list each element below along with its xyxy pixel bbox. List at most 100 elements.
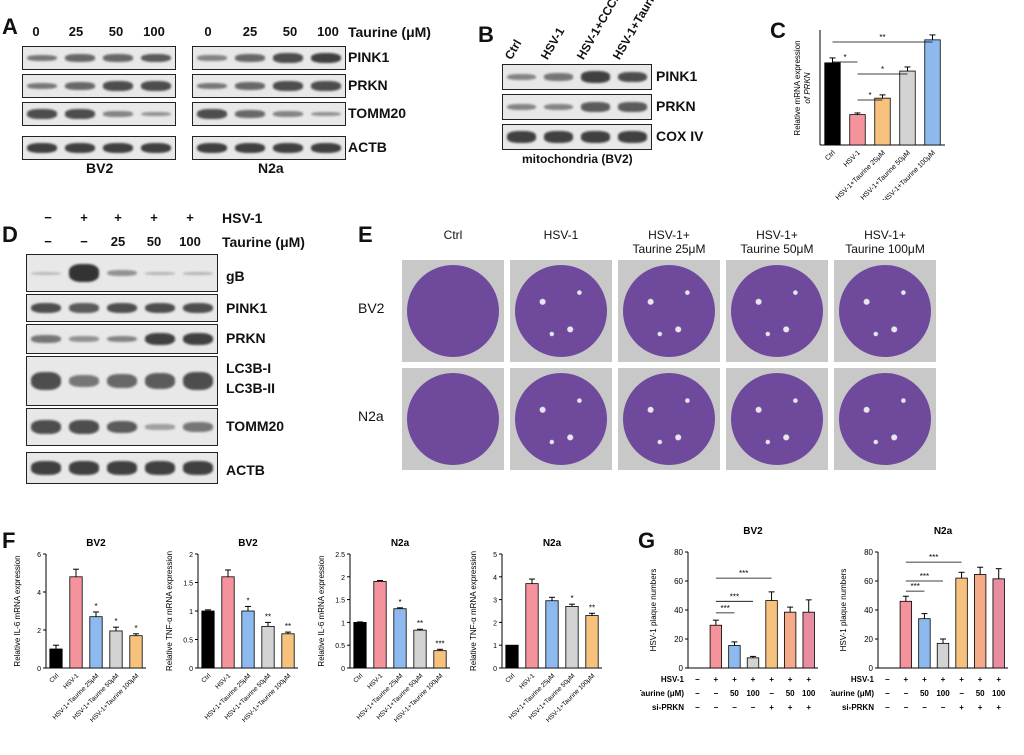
blot-band xyxy=(65,54,95,62)
plaque-well-tile xyxy=(618,368,720,470)
condition-value: − xyxy=(959,689,964,698)
significance-mark: *** xyxy=(435,639,444,648)
blot-band xyxy=(581,71,610,83)
condition-value: + xyxy=(904,675,909,684)
blot-band xyxy=(141,142,171,154)
blot-band xyxy=(103,54,133,62)
condition-value: + xyxy=(922,675,927,684)
caption-b: mitochondria (BV2) xyxy=(522,152,633,166)
blot-a-n2a-prkn xyxy=(192,74,346,98)
protein-label-d: LC3B-II xyxy=(226,380,275,396)
y-tick-label: 0 xyxy=(189,666,193,673)
bar xyxy=(802,611,815,669)
blot-band xyxy=(31,335,61,343)
plaque-well-tile xyxy=(726,368,828,470)
bar xyxy=(955,577,968,669)
bar xyxy=(49,648,63,669)
blot-d-4 xyxy=(26,408,218,446)
protein-label: PRKN xyxy=(348,77,388,93)
y-tick-label: 4 xyxy=(493,575,497,582)
taurine-dose: 100 xyxy=(179,234,201,249)
y-axis-label: Relative TNF-α mRNA expression xyxy=(469,551,478,671)
significance-mark: *** xyxy=(920,572,929,581)
x-tick-label: Ctrl xyxy=(504,672,516,684)
protein-label: ACTB xyxy=(348,139,387,155)
cell-label-bv2: BV2 xyxy=(86,160,114,176)
plaque-well-tile xyxy=(834,368,936,470)
panel-a-label: A xyxy=(2,14,18,39)
bar xyxy=(746,657,760,669)
bar xyxy=(89,616,103,669)
protein-label-b: PRKN xyxy=(656,98,696,114)
column-header-e: HSV-1 xyxy=(543,228,579,242)
bar xyxy=(783,611,797,669)
bar xyxy=(728,645,741,669)
y-tick-label: 2 xyxy=(189,552,193,559)
y-tick-label: 60 xyxy=(674,577,683,586)
condition-row-label: si-PRKN xyxy=(652,703,684,712)
y-tick-label: 60 xyxy=(864,577,873,586)
bar xyxy=(899,600,913,669)
blot-d-3 xyxy=(26,356,218,406)
x-tick-label: Ctrl xyxy=(352,672,364,684)
dose-label-bv2: 0 xyxy=(32,24,40,39)
condition-value: − xyxy=(904,703,909,712)
plaque-well-tile xyxy=(510,368,612,470)
significance-mark: ** xyxy=(589,603,595,612)
y-tick-label: 2 xyxy=(341,575,345,582)
hsv-sign: + xyxy=(150,210,158,225)
x-tick-label: Ctrl xyxy=(48,672,60,684)
condition-value: − xyxy=(922,703,927,712)
blot-band xyxy=(69,303,99,313)
condition-row-label: Taurine (μM) xyxy=(830,689,874,698)
condition-value: − xyxy=(885,689,890,698)
blot-band xyxy=(145,302,175,314)
condition-value: + xyxy=(769,703,774,712)
panel-c-label: C xyxy=(770,18,786,43)
significance-mark: * xyxy=(134,624,137,633)
condition-value: − xyxy=(732,703,737,712)
significance-mark: *** xyxy=(929,553,938,562)
chart-title: BV2 xyxy=(743,526,763,537)
y-tick-label: 5 xyxy=(493,552,497,559)
dose-label-bv2: 25 xyxy=(68,24,84,39)
condition-value: + xyxy=(978,675,983,684)
column-header-e: HSV-1+ xyxy=(864,228,906,242)
y-tick-label: 20 xyxy=(674,635,683,644)
taurine-header: Taurine (μM) xyxy=(348,24,431,40)
bar xyxy=(433,650,447,669)
condition-value: − xyxy=(695,689,700,698)
chart-f4: 0 1 2 3 4 5 N2a Relative TNF-α mRNA expression C… xyxy=(469,538,602,724)
column-header-e: Ctrl xyxy=(443,228,463,242)
hsv-sign: + xyxy=(114,210,122,225)
blot-band xyxy=(235,142,265,154)
y-tick-label: 20 xyxy=(864,635,873,644)
blot-band xyxy=(197,142,227,154)
y-tick-label: 1.5 xyxy=(183,581,193,588)
chart-title: N2a xyxy=(934,526,953,537)
x-tick-label: HSV-1+Taurine 50μM xyxy=(860,149,912,200)
blot-band xyxy=(27,54,57,62)
bar xyxy=(545,600,559,669)
blot-a-n2a-actb xyxy=(192,136,346,160)
significance-mark: *** xyxy=(739,569,748,578)
plaque-well xyxy=(731,265,823,357)
blot-band xyxy=(544,131,573,143)
x-tick-label: HSV-1 xyxy=(62,672,81,691)
y-axis-label: HSV-1 plaque numbers xyxy=(649,569,658,652)
blot-band xyxy=(103,111,133,117)
chart-g1: 0 20 40 60 80 BV2 HSV-1 plaque numbers HSV-1 − + +… xyxy=(640,526,818,712)
bar xyxy=(918,618,931,669)
blot-a-bv2-pink1 xyxy=(22,46,176,70)
y-tick-label: 0 xyxy=(493,666,497,673)
plaque-well xyxy=(407,373,499,465)
blot-band xyxy=(183,332,213,346)
dose-label-n2a: 100 xyxy=(317,24,339,39)
protein-label-b: COX IV xyxy=(656,128,704,144)
blot-band xyxy=(183,302,213,314)
condition-value: + xyxy=(959,675,964,684)
y-axis-label: Relative IL-6 mRNA expression xyxy=(317,555,326,666)
plaque-well-tile xyxy=(402,260,504,362)
y-tick-label: 2.5 xyxy=(335,552,345,559)
condition-value: + xyxy=(788,703,793,712)
